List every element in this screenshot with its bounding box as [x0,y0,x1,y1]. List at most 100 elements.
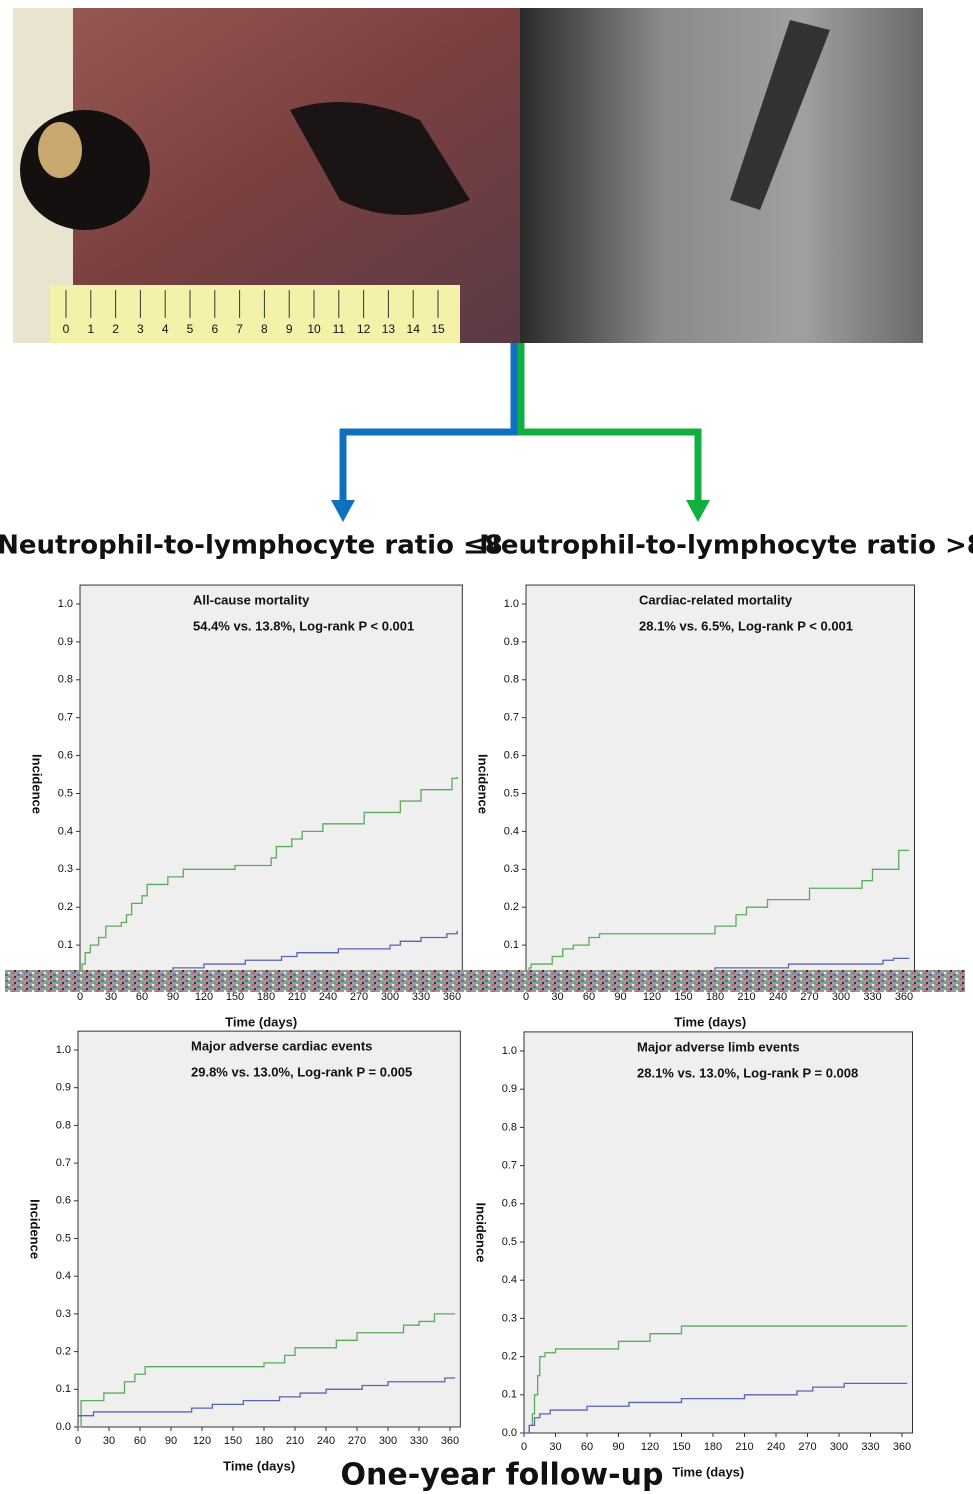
km-curve [80,776,458,984]
y-tick-label: 0.3 [58,863,73,875]
x-tick-label: 150 [672,1441,690,1453]
y-tick-label: 0.5 [58,787,73,799]
x-tick-label: 180 [255,1435,273,1447]
y-tick-label: 0.4 [58,825,73,837]
chart-subtitle: 28.1% vs. 6.5%, Log-rank P < 0.001 [639,618,853,633]
y-tick-label: 0.3 [56,1308,71,1320]
y-tick-label: 0.3 [502,1312,517,1324]
x-axis-label: Time (days) [672,1464,744,1479]
ruler-label: 12 [357,322,371,336]
group-heading: Neutrophil-to-lymphocyte ratio ≤8 [0,531,503,561]
plot-area [525,584,915,984]
x-tick-label: 60 [581,1441,593,1453]
x-tick-label: 300 [830,1441,848,1453]
x-tick-label: 360 [441,1435,459,1447]
x-axis-label: Time (days) [674,1014,746,1029]
x-tick-label: 360 [893,1441,911,1453]
y-tick-label: 0.8 [56,1119,71,1131]
x-tick-label: 120 [643,991,661,1003]
x-tick-label: 210 [735,1441,753,1453]
photo-angiogram [520,8,923,343]
plot-area [523,1031,913,1434]
y-tick-label: 0.7 [58,712,73,724]
y-tick-label: 0.1 [58,939,73,951]
x-axis-label: Time (days) [223,1458,295,1473]
plot-area [79,584,463,984]
y-tick-label: 0.1 [504,939,519,951]
y-tick-label: 0.5 [502,1236,517,1248]
y-axis-label: Incidence [474,1202,489,1262]
chart-subtitle: 29.8% vs. 13.0%, Log-rank P = 0.005 [191,1065,412,1080]
x-tick-label: 30 [549,1441,561,1453]
y-tick-label: 0.8 [58,674,73,686]
x-tick-label: 270 [348,1435,366,1447]
x-tick-label: 150 [226,991,244,1003]
y-axis-label: Incidence [30,754,45,814]
x-axis-label: Time (days) [225,1014,297,1029]
ruler-label: 1 [87,322,94,336]
ruler-label: 6 [211,322,218,336]
km-curve [524,1325,908,1434]
ruler-label: 5 [187,322,194,336]
y-tick-label: 0.6 [504,750,519,762]
x-tick-label: 300 [381,991,399,1003]
ruler-label: 0 [63,322,70,336]
y-tick-label: 0.9 [58,636,73,648]
x-tick-label: 270 [798,1441,816,1453]
y-tick-label: 0.8 [504,674,519,686]
y-tick-label: 1.0 [502,1045,517,1057]
km-curve [526,849,910,984]
x-tick-label: 120 [641,1441,659,1453]
y-tick-label: 0.1 [502,1389,517,1401]
x-tick-label: 0 [77,991,83,1003]
arrows [331,343,710,522]
x-tick-label: 270 [350,991,368,1003]
x-tick-label: 240 [319,991,337,1003]
y-tick-label: 1.0 [504,598,519,610]
chart-title: Major adverse cardiac events [191,1039,372,1054]
x-tick-label: 0 [523,991,529,1003]
y-tick-label: 0.2 [58,901,73,913]
x-tick-label: 90 [612,1441,624,1453]
chart-title: Major adverse limb events [637,1039,800,1054]
ruler-label: 7 [236,322,243,336]
chart-subtitle: 54.4% vs. 13.8%, Log-rank P < 0.001 [193,618,414,633]
footer-heading: One-year follow-up [341,1458,664,1493]
y-tick-label: 0.8 [502,1121,517,1133]
x-tick-label: 0 [521,1441,527,1453]
x-tick-label: 330 [412,991,430,1003]
x-tick-label: 60 [136,991,148,1003]
x-tick-label: 0 [75,1435,81,1447]
x-tick-label: 30 [103,1435,115,1447]
y-tick-label: 1.0 [56,1044,71,1056]
y-tick-label: 0.3 [504,863,519,875]
x-tick-label: 30 [105,991,117,1003]
y-tick-label: 0.9 [502,1083,517,1095]
y-tick-label: 0.9 [504,636,519,648]
x-tick-label: 330 [863,991,881,1003]
x-tick-label: 330 [410,1435,428,1447]
y-tick-label: 0.7 [56,1157,71,1169]
x-tick-label: 240 [317,1435,335,1447]
x-tick-label: 180 [706,991,724,1003]
y-tick-label: 0.6 [58,750,73,762]
y-tick-label: 0.4 [504,825,519,837]
km-curve [78,1377,456,1417]
y-tick-label: 0.2 [56,1346,71,1358]
ruler: 0 1 2 3 4 5 6 7 8 9 10 11 12 13 14 15 [63,290,445,336]
ruler-label: 14 [407,322,421,336]
photo-foot [13,8,520,343]
y-tick-label: 1.0 [58,598,73,610]
x-tick-label: 360 [443,991,461,1003]
x-tick-label: 30 [551,991,563,1003]
noise-band [5,970,965,992]
x-tick-label: 90 [614,991,626,1003]
x-tick-label: 150 [674,991,692,1003]
y-axis-label: Incidence [28,1199,43,1259]
ruler-label: 9 [286,322,293,336]
km-curve [78,1313,456,1428]
y-tick-label: 0.0 [56,1421,71,1433]
x-tick-label: 300 [379,1435,397,1447]
x-tick-label: 210 [286,1435,304,1447]
